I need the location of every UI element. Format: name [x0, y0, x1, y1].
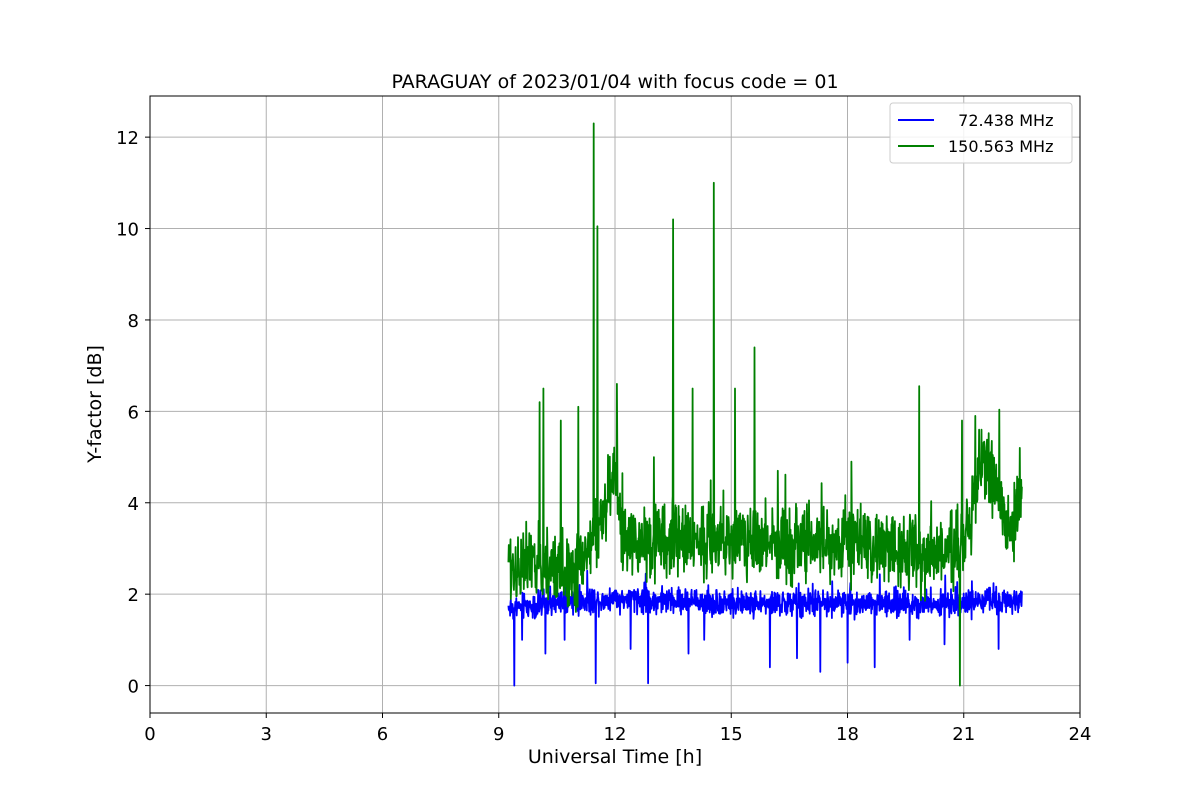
x-tick-label: 12 [604, 724, 627, 745]
x-tick-label: 15 [720, 724, 743, 745]
x-tick-label: 3 [261, 724, 272, 745]
y-axis-label: Y-factor [dB] [84, 345, 106, 464]
x-tick-label: 0 [144, 724, 155, 745]
x-tick-label: 21 [952, 724, 975, 745]
series-line-1 [507, 569, 1023, 687]
series-line-2 [507, 122, 1023, 687]
y-tick-label: 0 [128, 677, 139, 698]
y-tick-label: 4 [128, 494, 139, 515]
x-tick-label: 18 [836, 724, 859, 745]
y-tick-label: 2 [128, 585, 139, 606]
grid-layer [149, 96, 1081, 713]
x-tick-label: 24 [1069, 724, 1092, 745]
legend-label: 150.563 MHz [948, 137, 1053, 156]
series-layer [507, 122, 1023, 687]
chart-title: PARAGUAY of 2023/01/04 with focus code =… [391, 71, 838, 93]
y-tick-label: 10 [116, 220, 139, 241]
y-tick-label: 6 [128, 402, 139, 423]
x-tick-label: 9 [493, 724, 504, 745]
legend-frame [889, 102, 1073, 164]
x-axis-label: Universal Time [h] [528, 746, 702, 768]
y-tick-label: 12 [116, 128, 139, 149]
legend-label: 72.438 MHz [948, 111, 1053, 130]
y-tick-label: 8 [128, 311, 139, 332]
legend: 72.438 MHz 150.563 MHz [889, 102, 1073, 164]
x-tick-label: 6 [377, 724, 388, 745]
